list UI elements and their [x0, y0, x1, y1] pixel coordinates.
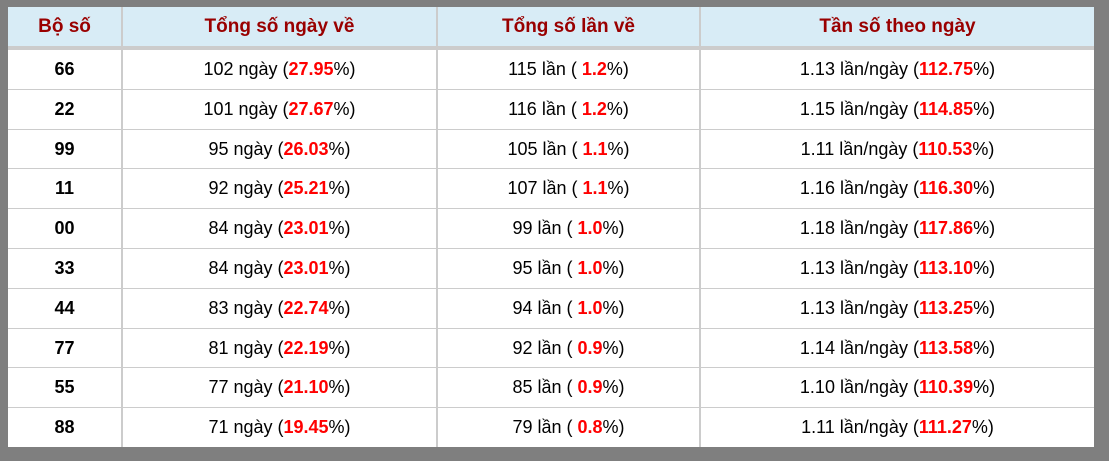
cell-total-days: 92 ngày (25.21%): [121, 168, 437, 209]
cell-pair: 88: [8, 407, 122, 447]
cell-total-times: 107 lần ( 1.1%): [436, 168, 700, 209]
cell-frequency: 1.13 lần/ngày (113.25%): [699, 287, 1094, 329]
cell-frequency: 1.15 lần/ngày (114.85%): [699, 88, 1094, 130]
table-row: 22 101 ngày (27.67%) 116 lần ( 1.2%) 1.1…: [8, 88, 1094, 130]
cell-pair: 99: [8, 128, 122, 169]
cell-total-days: 102 ngày (27.95%): [121, 48, 437, 90]
cell-total-times: 94 lần ( 1.0%): [436, 287, 700, 329]
cell-total-times: 115 lần ( 1.2%): [436, 48, 700, 90]
cell-pair: 66: [8, 48, 122, 90]
header-frequency-per-day: Tần số theo ngày: [699, 7, 1094, 50]
cell-frequency: 1.11 lần/ngày (111.27%): [699, 407, 1094, 447]
cell-total-days: 81 ngày (22.19%): [121, 327, 437, 368]
header-row: Bộ số Tổng số ngày về Tổng số lần về Tần…: [8, 7, 1094, 50]
cell-frequency: 1.10 lần/ngày (110.39%): [699, 367, 1094, 408]
cell-frequency: 1.13 lần/ngày (113.10%): [699, 248, 1094, 289]
cell-total-days: 71 ngày (19.45%): [121, 407, 437, 447]
header-pair: Bộ số: [8, 7, 122, 50]
cell-total-days: 101 ngày (27.67%): [121, 88, 437, 130]
table-row: 11 92 ngày (25.21%) 107 lần ( 1.1%) 1.16…: [8, 168, 1094, 209]
cell-total-days: 77 ngày (21.10%): [121, 367, 437, 408]
table-row: 55 77 ngày (21.10%) 85 lần ( 0.9%) 1.10 …: [8, 367, 1094, 408]
cell-frequency: 1.13 lần/ngày (112.75%): [699, 48, 1094, 90]
table-row: 77 81 ngày (22.19%) 92 lần ( 0.9%) 1.14 …: [8, 327, 1094, 368]
header-total-times: Tổng số lần về: [436, 7, 700, 50]
table-row: 33 84 ngày (23.01%) 95 lần ( 1.0%) 1.13 …: [8, 248, 1094, 289]
table-row: 00 84 ngày (23.01%) 99 lần ( 1.0%) 1.18 …: [8, 208, 1094, 249]
cell-pair: 11: [8, 168, 122, 209]
cell-total-days: 83 ngày (22.74%): [121, 287, 437, 329]
cell-total-times: 95 lần ( 1.0%): [436, 248, 700, 289]
header-total-days: Tổng số ngày về: [121, 7, 437, 50]
cell-pair: 33: [8, 248, 122, 289]
table-row: 99 95 ngày (26.03%) 105 lần ( 1.1%) 1.11…: [8, 128, 1094, 169]
cell-pair: 77: [8, 327, 122, 368]
cell-pair: 00: [8, 208, 122, 249]
cell-total-times: 116 lần ( 1.2%): [436, 88, 700, 130]
cell-frequency: 1.11 lần/ngày (110.53%): [699, 128, 1094, 169]
table-row: 66 102 ngày (27.95%) 115 lần ( 1.2%) 1.1…: [8, 48, 1094, 90]
table-row: 88 71 ngày (19.45%) 79 lần ( 0.8%) 1.11 …: [8, 407, 1094, 447]
cell-frequency: 1.14 lần/ngày (113.58%): [699, 327, 1094, 368]
cell-total-times: 99 lần ( 1.0%): [436, 208, 700, 249]
cell-pair: 22: [8, 88, 122, 130]
cell-total-days: 95 ngày (26.03%): [121, 128, 437, 169]
cell-frequency: 1.18 lần/ngày (117.86%): [699, 208, 1094, 249]
cell-total-times: 79 lần ( 0.8%): [436, 407, 700, 447]
cell-total-days: 84 ngày (23.01%): [121, 208, 437, 249]
cell-total-times: 105 lần ( 1.1%): [436, 128, 700, 169]
cell-total-days: 84 ngày (23.01%): [121, 248, 437, 289]
cell-total-times: 92 lần ( 0.9%): [436, 327, 700, 368]
cell-frequency: 1.16 lần/ngày (116.30%): [699, 168, 1094, 209]
statistics-table-frame: Bộ số Tổng số ngày về Tổng số lần về Tần…: [8, 7, 1094, 447]
table-row: 44 83 ngày (22.74%) 94 lần ( 1.0%) 1.13 …: [8, 287, 1094, 329]
lottery-pair-statistics-table: Bộ số Tổng số ngày về Tổng số lần về Tần…: [8, 7, 1094, 447]
cell-pair: 44: [8, 287, 122, 329]
cell-total-times: 85 lần ( 0.9%): [436, 367, 700, 408]
cell-pair: 55: [8, 367, 122, 408]
